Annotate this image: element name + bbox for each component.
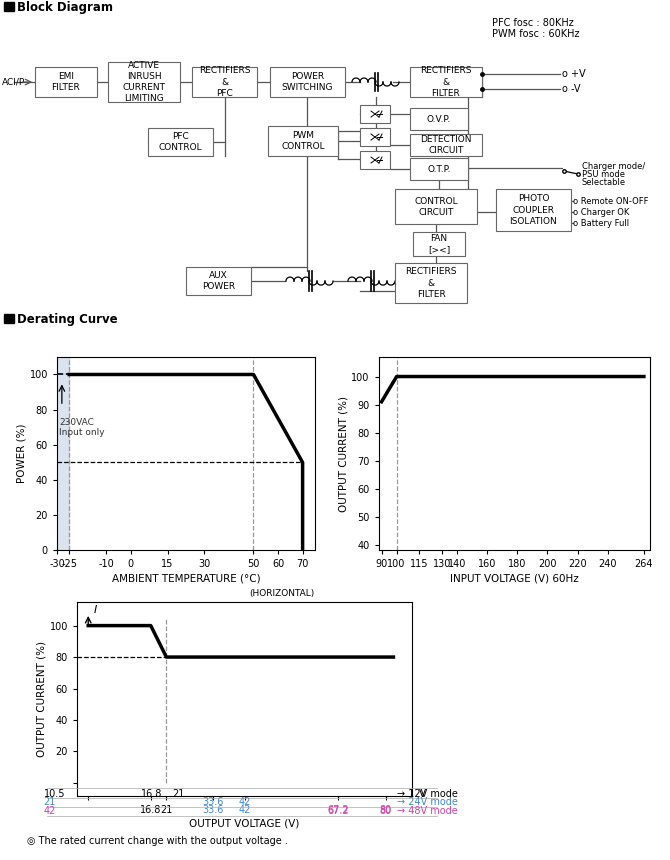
Text: → 12V mode: → 12V mode	[397, 789, 458, 799]
Text: o -V: o -V	[562, 84, 580, 94]
Text: Derating Curve: Derating Curve	[17, 312, 118, 326]
Bar	[192, 67, 257, 97]
Text: O.V.P.: O.V.P.	[427, 114, 451, 124]
Bar	[410, 67, 482, 97]
Text: 80: 80	[380, 806, 392, 816]
Bar	[57, 357, 69, 550]
Bar	[410, 158, 468, 180]
Text: 33.6: 33.6	[202, 797, 224, 808]
Text: ACTIVE
INRUSH
CURRENT
LIMITING: ACTIVE INRUSH CURRENT LIMITING	[123, 61, 165, 103]
Text: I: I	[94, 605, 97, 615]
Text: O.T.P.: O.T.P.	[427, 164, 451, 174]
Bar	[148, 128, 213, 156]
Y-axis label: OUTPUT CURRENT (%): OUTPUT CURRENT (%)	[338, 396, 348, 512]
Bar	[360, 105, 390, 123]
Text: AUX
POWER: AUX POWER	[202, 271, 235, 292]
Text: ACI/P: ACI/P	[2, 77, 25, 87]
Text: PFC fosc : 80KHz: PFC fosc : 80KHz	[492, 18, 574, 28]
Text: Selectable: Selectable	[582, 177, 626, 187]
Bar	[496, 189, 571, 231]
Bar	[108, 62, 180, 102]
Text: POWER
SWITCHING: POWER SWITCHING	[282, 72, 333, 92]
Bar	[35, 67, 97, 97]
Bar	[360, 128, 390, 146]
Bar	[4, 2, 14, 11]
Text: EMI
FILTER: EMI FILTER	[52, 72, 80, 92]
X-axis label: AMBIENT TEMPERATURE (°C): AMBIENT TEMPERATURE (°C)	[112, 574, 260, 584]
Text: RECTIFIERS
&
FILTER: RECTIFIERS & FILTER	[405, 267, 457, 298]
Text: 42: 42	[44, 806, 56, 816]
Text: 16.8: 16.8	[141, 789, 163, 799]
Text: RECTIFIERS
&
PFC: RECTIFIERS & PFC	[199, 66, 251, 98]
Text: RECTIFIERS
&
FILTER: RECTIFIERS & FILTER	[420, 66, 472, 98]
Bar	[413, 232, 465, 256]
Text: FAN
[><]: FAN [><]	[428, 234, 450, 254]
Y-axis label: OUTPUT CURRENT (%): OUTPUT CURRENT (%)	[37, 641, 47, 757]
Text: o +V: o +V	[562, 69, 586, 79]
Text: 21: 21	[44, 797, 56, 808]
Bar	[270, 67, 345, 97]
Text: Charger mode/: Charger mode/	[582, 162, 645, 170]
Bar	[4, 314, 14, 323]
Bar	[395, 189, 477, 224]
Text: ◎ The rated current change with the output voltage .: ◎ The rated current change with the outp…	[27, 836, 287, 846]
Text: 21: 21	[172, 789, 185, 799]
Text: (HORIZONTAL): (HORIZONTAL)	[250, 589, 315, 598]
Bar	[395, 263, 467, 303]
Text: PHOTO
COUPLER
ISOLATION: PHOTO COUPLER ISOLATION	[510, 194, 557, 225]
Bar	[186, 267, 251, 295]
Text: o Charger OK: o Charger OK	[573, 207, 629, 217]
Text: 42: 42	[239, 797, 251, 808]
Text: 67.2: 67.2	[328, 806, 349, 816]
Text: 230VAC
Input only: 230VAC Input only	[60, 418, 105, 437]
X-axis label: OUTPUT VOLTAGE (V): OUTPUT VOLTAGE (V)	[190, 819, 299, 829]
Bar	[268, 126, 338, 156]
Text: 10.5: 10.5	[44, 789, 65, 799]
Text: PWM fosc : 60KHz: PWM fosc : 60KHz	[492, 29, 580, 39]
Text: → 24V mode: → 24V mode	[397, 797, 458, 808]
Text: PSU mode: PSU mode	[582, 169, 625, 179]
Y-axis label: POWER (%): POWER (%)	[17, 424, 27, 483]
Bar	[410, 134, 482, 156]
Bar	[410, 108, 468, 130]
Text: PWM
CONTROL: PWM CONTROL	[281, 131, 325, 151]
Text: CONTROL
CIRCUIT: CONTROL CIRCUIT	[414, 197, 458, 217]
Text: PFC
CONTROL: PFC CONTROL	[159, 132, 202, 152]
Text: → 48V mode: → 48V mode	[397, 806, 458, 816]
Text: V: V	[419, 789, 426, 799]
Text: DETECTION
CIRCUIT: DETECTION CIRCUIT	[420, 135, 472, 155]
Text: o Remote ON-OFF: o Remote ON-OFF	[573, 197, 649, 206]
Text: Block Diagram: Block Diagram	[17, 1, 113, 14]
Bar	[360, 151, 390, 169]
X-axis label: INPUT VOLTAGE (V) 60Hz: INPUT VOLTAGE (V) 60Hz	[450, 574, 579, 584]
Text: o Battery Full: o Battery Full	[573, 218, 629, 228]
